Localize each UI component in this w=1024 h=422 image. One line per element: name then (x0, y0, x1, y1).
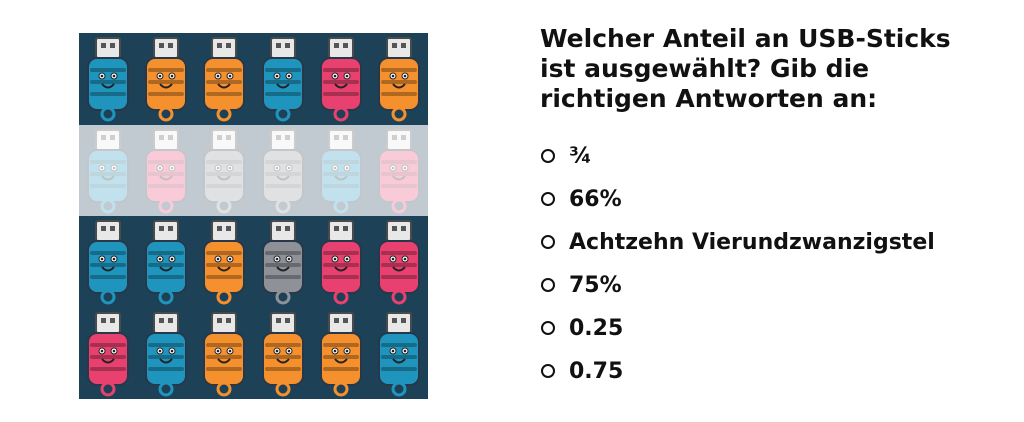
radio-button-icon[interactable] (541, 364, 555, 378)
usb-stick-icon (83, 219, 133, 305)
answer-option-3[interactable]: Achtzehn Vierundzwanzigstel (540, 222, 1000, 262)
usb-sticks-image (79, 33, 428, 399)
usb-stick-icon (141, 219, 191, 305)
usb-stick-icon (374, 311, 424, 397)
radio-button-icon[interactable] (541, 192, 555, 206)
radio-button-icon[interactable] (541, 235, 555, 249)
usb-stick-row (79, 308, 428, 400)
usb-stick-icon (199, 36, 249, 122)
usb-stick-icon (316, 311, 366, 397)
usb-stick-icon (258, 219, 308, 305)
radio-button-icon[interactable] (541, 278, 555, 292)
answer-option-label: 0.25 (569, 315, 624, 341)
selected-row-highlight (79, 124, 428, 216)
answer-option-label: Achtzehn Vierundzwanzigstel (569, 229, 935, 255)
usb-stick-row (79, 124, 428, 216)
answer-option-label: 0.75 (569, 358, 624, 384)
usb-stick-icon (83, 36, 133, 122)
usb-stick-icon (199, 219, 249, 305)
usb-stick-icon (316, 36, 366, 122)
answer-option-label: ¾ (569, 143, 592, 169)
radio-button-icon[interactable] (541, 321, 555, 335)
usb-stick-icon (199, 311, 249, 397)
usb-stick-icon (316, 219, 366, 305)
usb-stick-icon (141, 311, 191, 397)
answer-option-1[interactable]: ¾ (540, 136, 1000, 176)
answer-option-2[interactable]: 66% (540, 179, 1000, 219)
usb-stick-icon (83, 311, 133, 397)
usb-stick-icon (258, 36, 308, 122)
usb-stick-icon (258, 311, 308, 397)
usb-stick-icon (374, 219, 424, 305)
usb-stick-icon (141, 36, 191, 122)
usb-stick-row (79, 33, 428, 125)
answer-option-4[interactable]: 75% (540, 265, 1000, 305)
answer-option-5[interactable]: 0.25 (540, 308, 1000, 348)
answer-option-label: 66% (569, 186, 622, 212)
answer-option-label: 75% (569, 272, 622, 298)
radio-button-icon[interactable] (541, 149, 555, 163)
usb-stick-row (79, 216, 428, 308)
answer-option-6[interactable]: 0.75 (540, 351, 1000, 391)
question-text: Welcher Anteil an USB-Sticks ist ausgewä… (540, 24, 951, 113)
usb-stick-icon (374, 36, 424, 122)
